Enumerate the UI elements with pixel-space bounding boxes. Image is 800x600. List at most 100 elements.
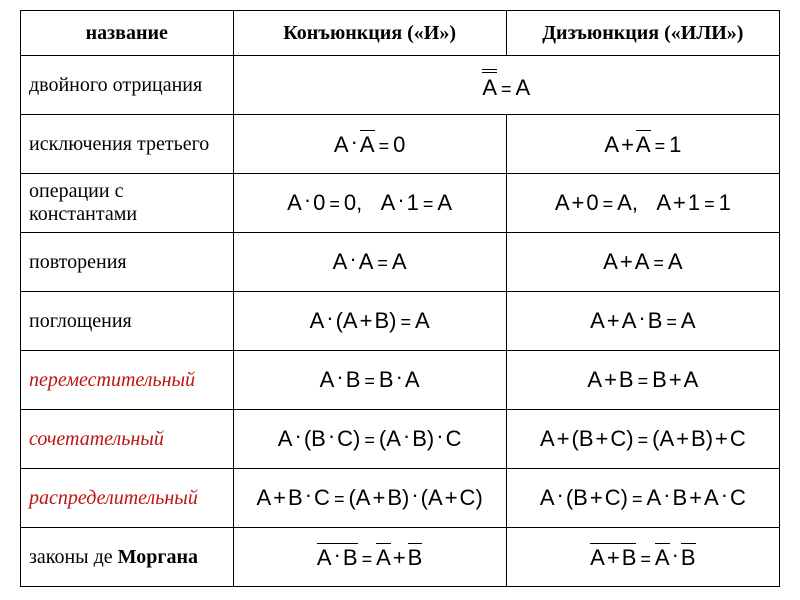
- paren: ): [706, 426, 713, 451]
- name-cell: исключения третьего: [21, 115, 234, 174]
- eq: =: [360, 371, 379, 391]
- term: A: [256, 485, 271, 510]
- op: +: [619, 132, 636, 157]
- term: B: [412, 426, 427, 451]
- eq: =: [651, 136, 670, 156]
- op: ·: [434, 423, 445, 448]
- term: A: [684, 367, 699, 392]
- result: 0: [344, 190, 356, 215]
- eq: =: [497, 79, 516, 99]
- op: +: [671, 190, 688, 215]
- op: +: [674, 426, 691, 451]
- op: ·: [401, 423, 412, 448]
- term: A: [333, 249, 348, 274]
- term: B: [387, 485, 402, 510]
- header-conjunction: Конъюнкция («И»): [233, 11, 506, 56]
- op: ·: [661, 482, 672, 507]
- op: +: [687, 485, 704, 510]
- conj-cell: A·B=B·A: [233, 351, 506, 410]
- name-cell: двойного отрицания: [21, 56, 234, 115]
- term: A: [603, 249, 618, 274]
- overline: A: [376, 543, 391, 571]
- row-de-morgan: законы де Моргана A·B=A+B A+B=A·B: [21, 528, 780, 587]
- term: A: [320, 367, 335, 392]
- term: A: [278, 426, 293, 451]
- term: A: [334, 132, 349, 157]
- name-cell: сочетательный: [21, 410, 234, 469]
- op: +: [713, 426, 730, 451]
- sep: ,: [632, 190, 638, 215]
- eq: =: [636, 549, 655, 569]
- op: ·: [326, 423, 337, 448]
- term: B: [573, 485, 588, 510]
- op: ·: [302, 187, 313, 212]
- op: ·: [292, 423, 303, 448]
- disj-cell: A+A=A: [506, 233, 779, 292]
- op: ·: [555, 482, 566, 507]
- op: +: [370, 485, 387, 510]
- paren: (: [572, 426, 579, 451]
- op: +: [594, 426, 611, 451]
- op: +: [618, 249, 635, 274]
- term: C: [337, 426, 353, 451]
- term: A: [356, 485, 371, 510]
- term: 0: [586, 190, 598, 215]
- term: A: [317, 545, 332, 570]
- op: ·: [395, 187, 406, 212]
- term: A: [359, 249, 374, 274]
- op: +: [443, 485, 460, 510]
- result: A: [668, 249, 683, 274]
- term: A: [343, 308, 358, 333]
- term: A: [428, 485, 443, 510]
- overline-group: A·B: [317, 543, 358, 571]
- header-disjunction: Дизъюнкция («ИЛИ»): [506, 11, 779, 56]
- eq: =: [419, 194, 438, 214]
- term: B: [579, 426, 594, 451]
- term: A: [405, 367, 420, 392]
- op: ·: [349, 129, 360, 154]
- term: A: [540, 485, 555, 510]
- term: 1: [407, 190, 419, 215]
- formula-cell: A=A: [233, 56, 779, 115]
- row-double-negation: двойного отрицания A=A: [21, 56, 780, 115]
- eq: =: [375, 136, 394, 156]
- op: ·: [636, 305, 647, 330]
- term: C: [460, 485, 476, 510]
- conj-cell: A·0=0, A·1=A: [233, 174, 506, 233]
- term: A: [656, 190, 671, 215]
- overline: B: [681, 543, 696, 571]
- op: +: [570, 190, 587, 215]
- sep: ,: [356, 190, 362, 215]
- term: B: [672, 485, 687, 510]
- name-bold: Моргана: [118, 546, 198, 568]
- term: A: [587, 367, 602, 392]
- disj-cell: A+B=A·B: [506, 528, 779, 587]
- disj-cell: A·(B+C)=A·B+A·C: [506, 469, 779, 528]
- op: ·: [334, 364, 345, 389]
- disj-cell: A+A=1: [506, 115, 779, 174]
- conj-cell: A·A=A: [233, 233, 506, 292]
- term: B: [311, 426, 326, 451]
- rhs: A: [516, 75, 531, 100]
- overline: A: [655, 543, 670, 571]
- term: B: [648, 308, 663, 333]
- term: C: [730, 426, 746, 451]
- term: B: [652, 367, 667, 392]
- conj-cell: A·(A+B)=A: [233, 292, 506, 351]
- row-distributive: распределительный A+B·C=(A+B)·(A+C) A·(B…: [21, 469, 780, 528]
- paren: ): [626, 426, 633, 451]
- name-prefix: законы де: [29, 546, 118, 568]
- term: A: [646, 485, 661, 510]
- term: A: [386, 426, 401, 451]
- term: C: [605, 485, 621, 510]
- paren: (: [421, 485, 428, 510]
- conj-cell: A·B=A+B: [233, 528, 506, 587]
- term: A: [287, 190, 302, 215]
- op: +: [667, 367, 684, 392]
- term: B: [619, 367, 634, 392]
- disj-cell: A+B=B+A: [506, 351, 779, 410]
- op: ·: [332, 542, 343, 567]
- result: 0: [393, 132, 405, 157]
- overline: A: [360, 130, 375, 158]
- overline-group: A+B: [590, 543, 636, 571]
